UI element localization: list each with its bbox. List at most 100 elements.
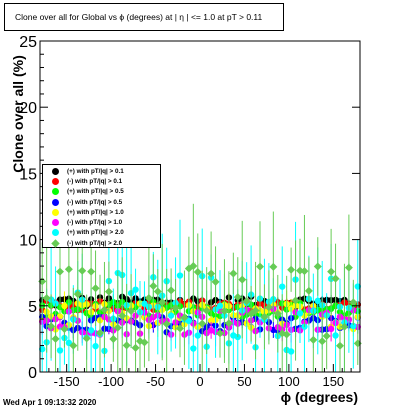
y-tick-label: 10 xyxy=(19,233,37,250)
series-7-point xyxy=(256,262,264,271)
series-6-point xyxy=(92,342,99,350)
series-7-point xyxy=(69,341,78,350)
series-7-point xyxy=(349,298,358,307)
series-6-point xyxy=(141,300,148,307)
legend: (+) with pT/|q| > 0.1 (-) with pT/|q| > 0… xyxy=(42,164,161,248)
series-7-point xyxy=(60,324,69,333)
legend-marker xyxy=(52,167,59,175)
legend-label: (-) with pT/|q| > 2.0 xyxy=(67,239,123,247)
legend-marker xyxy=(52,229,59,237)
series-5-point xyxy=(327,325,335,333)
series-7-point xyxy=(127,307,136,316)
series-6-point xyxy=(287,348,295,355)
series-7-point xyxy=(331,274,340,283)
series-6-point xyxy=(350,322,357,330)
legend-label: (+) with pT/|q| > 2.0 xyxy=(67,229,124,237)
series-6-point xyxy=(176,272,184,279)
series-7-point xyxy=(140,338,149,347)
series-7-point xyxy=(153,287,162,296)
x-tick-label: -50 xyxy=(146,374,165,389)
series-7-point xyxy=(313,262,322,271)
series-7-point xyxy=(180,313,189,322)
series-7-point xyxy=(87,267,96,276)
series-7-point xyxy=(211,277,220,286)
series-7-point xyxy=(282,330,291,339)
series-7-point xyxy=(176,324,184,333)
series-4-point xyxy=(61,302,68,310)
y-tick-label: 15 xyxy=(19,166,37,183)
series-7-point xyxy=(162,319,171,328)
y-tick-label: 5 xyxy=(28,299,37,316)
series-7-point xyxy=(78,266,87,275)
series-7-point xyxy=(122,341,131,350)
series-7-point xyxy=(304,286,313,295)
datestamp: Wed Apr 1 09:13:32 2020 xyxy=(3,398,97,407)
x-tick-label: -100 xyxy=(98,374,124,389)
series-6-point xyxy=(216,302,224,310)
series-7-point xyxy=(73,290,82,299)
legend-marker xyxy=(52,177,59,185)
series-7-point xyxy=(104,287,113,296)
series-6-point xyxy=(39,345,46,353)
series-6-point xyxy=(190,345,197,352)
series-7-point xyxy=(242,297,251,306)
series-7-point xyxy=(171,303,180,312)
series-6-point xyxy=(332,332,339,339)
series-7-point xyxy=(56,267,64,276)
legend-entry: (-) with pT/|q| > 0.5 xyxy=(46,197,160,207)
x-tick-label: 100 xyxy=(278,374,300,389)
series-7-point xyxy=(238,275,247,284)
series-7-point xyxy=(64,265,73,274)
legend-entry: (+) with pT/|q| > 1.0 xyxy=(46,207,160,217)
series-7-point xyxy=(260,312,269,321)
series-7-point xyxy=(220,307,229,316)
x-tick-label: 0 xyxy=(196,374,203,389)
series-7-point xyxy=(216,329,224,338)
series-7-point xyxy=(318,337,327,346)
series-7-point xyxy=(51,334,60,343)
y-axis-label: Clone over all (%) xyxy=(10,55,26,173)
x-tick-label: -150 xyxy=(54,374,80,389)
series-7-point xyxy=(82,334,91,343)
series-7-point xyxy=(42,294,51,303)
legend-entry: (+) with pT/|q| > 0.5 xyxy=(46,187,160,197)
series-7-point xyxy=(340,322,349,331)
series-7-point xyxy=(113,323,122,332)
legend-marker xyxy=(51,239,60,248)
legend-entry: (+) with pT/|q| > 2.0 xyxy=(46,228,160,238)
series-7-point xyxy=(287,265,296,274)
chart-title: Clone over all for Global vs ϕ (degrees)… xyxy=(4,3,284,31)
legend-entry: (-) with pT/|q| > 2.0 xyxy=(46,238,160,248)
series-7-point xyxy=(229,269,238,278)
series-7-point xyxy=(291,296,300,305)
legend-label: (-) with pT/|q| > 0.5 xyxy=(67,198,123,206)
series-7-point xyxy=(300,267,309,276)
series-7-point xyxy=(189,262,198,271)
legend-marker xyxy=(52,208,59,216)
series-7-point xyxy=(269,262,278,271)
series-6-point xyxy=(87,327,95,334)
series-7-point xyxy=(327,267,336,276)
legend-marker xyxy=(52,188,59,196)
series-7-point xyxy=(38,277,47,286)
legend-label: (+) with pT/|q| > 0.1 xyxy=(67,167,124,175)
series-7-point xyxy=(336,341,344,350)
legend-label: (-) with pT/|q| > 0.1 xyxy=(67,177,123,185)
series-7-point xyxy=(198,319,207,328)
series-6-point xyxy=(354,283,361,290)
legend-entry: (+) with pT/|q| > 0.1 xyxy=(46,166,160,176)
x-tick-label: 50 xyxy=(237,374,251,389)
series-7-point xyxy=(96,328,104,337)
series-6-point xyxy=(56,347,64,354)
series-6-point xyxy=(167,312,175,319)
series-7-point xyxy=(100,305,109,314)
series-6-point xyxy=(279,283,286,290)
series-7-point xyxy=(91,284,100,293)
series-6-point xyxy=(185,317,193,325)
legend-marker xyxy=(52,219,59,227)
series-7-point xyxy=(118,311,127,320)
legend-entry: (-) with pT/|q| > 1.0 xyxy=(46,217,160,227)
series-7-point xyxy=(233,293,242,302)
series-7-point xyxy=(158,298,167,307)
